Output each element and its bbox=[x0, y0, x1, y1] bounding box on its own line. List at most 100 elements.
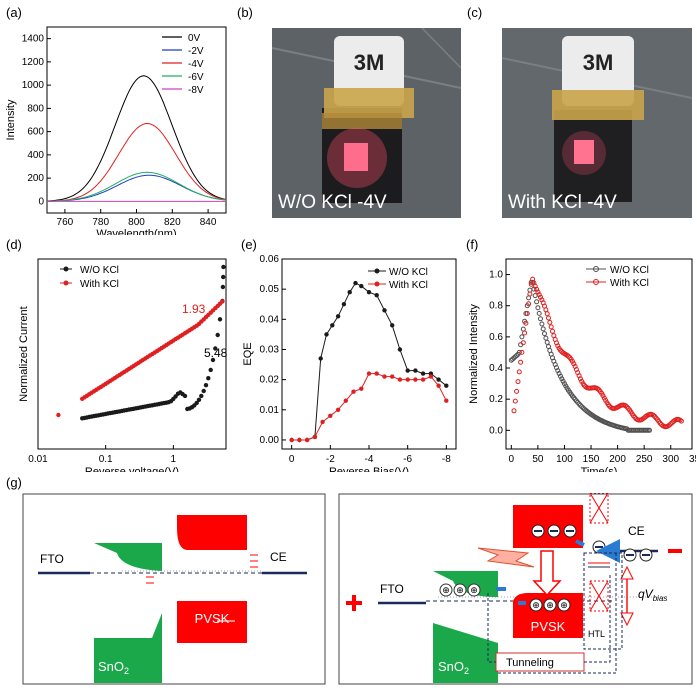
y-tick-label: 0.03 bbox=[260, 344, 280, 355]
x-axis-label: Reverse voltage(V) bbox=[85, 466, 179, 472]
data-point bbox=[436, 377, 441, 382]
legend-label: -2V bbox=[188, 46, 204, 57]
data-point-wo-kcl bbox=[182, 393, 188, 399]
data-point-wo-kcl bbox=[540, 326, 546, 332]
y-tick-label: 600 bbox=[27, 127, 44, 138]
series-line-1 bbox=[291, 373, 447, 441]
data-point bbox=[312, 434, 318, 440]
y-tick-label: 0.00 bbox=[260, 435, 280, 446]
data-point-wo-kcl bbox=[534, 299, 540, 305]
y-tick-label: 400 bbox=[27, 150, 44, 161]
svg-text:⊕: ⊕ bbox=[456, 585, 464, 595]
plot-frame bbox=[505, 258, 693, 450]
data-point bbox=[397, 377, 403, 382]
panel-label-d: (d) bbox=[6, 237, 22, 252]
x-tick-label: 50 bbox=[532, 454, 544, 465]
logo-3m: 3M bbox=[583, 50, 614, 75]
data-point-wo-kcl bbox=[196, 397, 202, 402]
data-point bbox=[335, 314, 341, 319]
data-point bbox=[320, 419, 325, 425]
legend-label: -6V bbox=[188, 72, 204, 83]
data-point bbox=[436, 383, 441, 388]
data-point-wo-kcl bbox=[519, 334, 525, 340]
qv-sub: bias bbox=[653, 594, 668, 603]
pvsk-conduction-band bbox=[513, 505, 583, 548]
data-point-wo-kcl bbox=[210, 357, 216, 363]
htl-label: HTL bbox=[588, 629, 605, 639]
x-tick-label: -6 bbox=[403, 454, 412, 465]
chart-e-eqe: 0 -2 -4 -6 -8 0.00 0.01 0.02 0.03 0.04 0.05 0.06 Rev… bbox=[242, 254, 457, 472]
sno2-sub: 2 bbox=[124, 666, 129, 676]
data-point-wo-kcl bbox=[203, 383, 209, 388]
data-point bbox=[405, 368, 410, 373]
x-tick-label: 250 bbox=[636, 454, 653, 465]
data-point-with-kcl bbox=[527, 291, 533, 297]
emitting-pixel bbox=[574, 140, 594, 164]
data-point bbox=[304, 437, 310, 443]
data-point bbox=[420, 377, 426, 382]
photo-without-kcl: 3M W/O KCl -4V bbox=[272, 28, 461, 218]
data-point bbox=[374, 293, 379, 298]
y-tick-label: 800 bbox=[27, 103, 44, 114]
legend-label: W/O KCl bbox=[389, 267, 428, 278]
x-tick-label: 150 bbox=[583, 454, 600, 465]
data-point-wo-kcl bbox=[201, 388, 206, 394]
data-point bbox=[413, 368, 418, 373]
legend-marker bbox=[374, 268, 380, 274]
y-tick-label: 0.2 bbox=[489, 394, 503, 405]
pvsk-label: PVSK bbox=[531, 619, 566, 634]
y-tick-label: 1400 bbox=[22, 34, 45, 45]
data-point bbox=[341, 302, 347, 307]
data-point bbox=[353, 280, 358, 286]
x-tick-label: 0 bbox=[289, 454, 295, 465]
data-point bbox=[359, 386, 364, 391]
data-point-wo-kcl bbox=[532, 293, 538, 299]
y-tick-label: 200 bbox=[27, 173, 44, 184]
series-line--2V bbox=[47, 174, 227, 202]
data-point-wo-kcl bbox=[215, 332, 220, 338]
x-tick-label: 780 bbox=[92, 217, 109, 228]
x-axis-label: Wavelength(nm) bbox=[96, 228, 176, 235]
data-point-wo-kcl bbox=[221, 264, 226, 270]
data-point bbox=[366, 371, 372, 376]
data-point-with-kcl bbox=[547, 319, 553, 325]
data-point-with-kcl bbox=[535, 289, 541, 295]
photo-c-label: With KCl -4V bbox=[508, 192, 617, 213]
data-point bbox=[397, 347, 403, 352]
data-point-wo-kcl bbox=[221, 274, 226, 280]
data-point bbox=[444, 398, 449, 403]
light-emission-icon bbox=[477, 547, 535, 568]
data-point-wo-kcl bbox=[558, 373, 563, 379]
band-diagram-left: FTO CE PVSK SnO2 bbox=[22, 493, 326, 685]
x-tick-label: 1 bbox=[171, 454, 177, 465]
legend-label: 0V bbox=[188, 33, 201, 44]
data-point-wo-kcl bbox=[520, 326, 526, 332]
data-point-with-kcl bbox=[523, 320, 529, 326]
photo-b-label: W/O KCl -4V bbox=[278, 192, 387, 213]
fto-label: FTO bbox=[40, 552, 64, 566]
data-point-with-kcl bbox=[524, 311, 530, 316]
data-point-with-kcl bbox=[548, 324, 554, 330]
svg-text:⊕: ⊕ bbox=[560, 600, 568, 610]
data-point-wo-kcl bbox=[542, 331, 547, 337]
data-point-wo-kcl bbox=[206, 376, 211, 381]
data-point-with-kcl bbox=[569, 358, 575, 364]
x-tick-label: 0.1 bbox=[99, 454, 113, 465]
x-tick-label: 100 bbox=[556, 454, 573, 465]
data-point-wo-kcl bbox=[516, 349, 522, 355]
data-point bbox=[390, 374, 395, 379]
data-point-with-kcl bbox=[512, 398, 518, 404]
y-tick-label: 1.0 bbox=[489, 270, 503, 281]
y-tick-label: 0.0 bbox=[489, 425, 503, 436]
y-tick-label: 0.01 bbox=[260, 405, 280, 416]
data-point-with-kcl bbox=[571, 361, 577, 367]
data-point-with-kcl bbox=[511, 408, 517, 414]
data-point-wo-kcl bbox=[546, 344, 551, 349]
y-tick-label: 0.6 bbox=[489, 332, 503, 343]
y-axis-label: Normalized Current bbox=[18, 306, 30, 401]
legend-label: With KCl bbox=[389, 280, 428, 291]
data-point-wo-kcl bbox=[208, 367, 213, 373]
x-axis-label: Time(s) bbox=[581, 466, 618, 472]
data-point bbox=[335, 407, 341, 412]
